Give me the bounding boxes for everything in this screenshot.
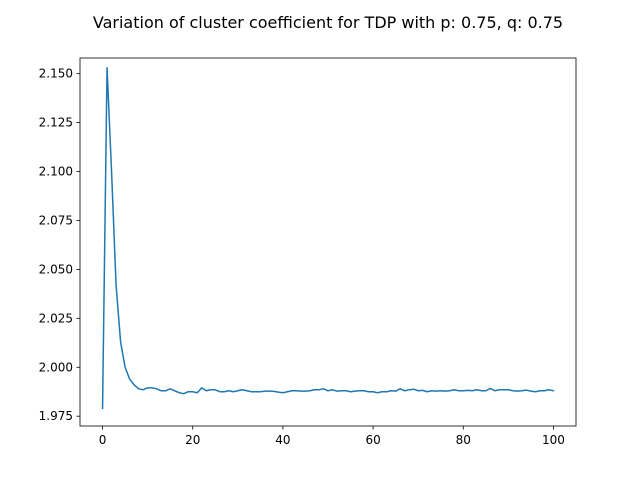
- y-tick-label: 2.125: [39, 116, 73, 130]
- y-tick-label: 2.000: [39, 360, 73, 374]
- y-tick-label: 1.975: [39, 409, 73, 423]
- y-tick-label: 2.075: [39, 213, 73, 227]
- y-tick-label: 2.050: [39, 262, 73, 276]
- series-line: [101, 67, 555, 410]
- x-tick-label: 60: [365, 433, 380, 447]
- x-tick-label: 20: [185, 433, 200, 447]
- y-tick-label: 2.150: [39, 67, 73, 81]
- plot-area: [79, 57, 577, 427]
- y-tick-label: 2.100: [39, 165, 73, 179]
- chart-title: Variation of cluster coefficient for TDP…: [93, 13, 563, 32]
- x-tick-label: 0: [99, 433, 107, 447]
- y-axis: 1.975 2.000 2.025 2.050 2.075 2.100 2.125 2.150: [39, 67, 80, 423]
- x-axis: 0 20 40 60 80 100: [99, 426, 565, 447]
- x-tick-label: 100: [542, 433, 565, 447]
- x-tick-label: 80: [456, 433, 471, 447]
- y-tick-label: 2.025: [39, 311, 73, 325]
- axes-frame: [79, 57, 577, 427]
- x-tick-label: 40: [275, 433, 290, 447]
